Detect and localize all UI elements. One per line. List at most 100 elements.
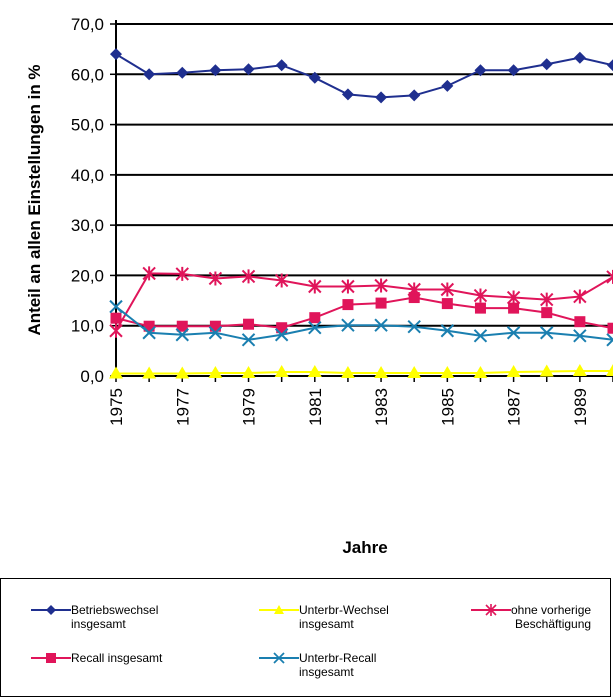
data-point (474, 64, 487, 77)
data-point (374, 278, 388, 293)
x-tick-label: 1979 (240, 388, 259, 426)
data-point (242, 63, 255, 76)
y-tick-label: 50,0 (71, 116, 104, 135)
data-point (540, 292, 554, 307)
data-point (142, 366, 157, 379)
data-point (109, 366, 123, 379)
data-point (375, 91, 388, 104)
legend: Betriebswechsel insgesamt Unterbr-Wechse… (0, 578, 611, 697)
data-point (243, 318, 255, 330)
data-point (274, 328, 289, 342)
legend-swatch-ohne-vorherige (471, 604, 511, 616)
legend-label-recall: Recall insgesamt (71, 651, 163, 665)
data-point (175, 328, 189, 342)
data-point (539, 364, 554, 377)
data-point (274, 364, 289, 377)
y-tick-label: 30,0 (71, 216, 104, 235)
data-point (606, 269, 613, 284)
data-point (209, 320, 221, 332)
data-point (606, 363, 613, 376)
data-point (473, 329, 488, 343)
data-point (407, 320, 421, 334)
data-point (176, 320, 188, 332)
y-tick-label: 70,0 (71, 15, 104, 34)
data-point (208, 365, 223, 378)
y-tick-label: 60,0 (71, 65, 104, 84)
data-point (341, 279, 355, 294)
legend-label-unterbr-wechsel: Unterbr-Wechsel insgesamt (299, 603, 389, 631)
data-point (308, 321, 322, 335)
data-point (176, 66, 189, 79)
legend-swatch-recall (31, 653, 71, 663)
series-line (116, 369, 613, 375)
data-point (473, 365, 488, 378)
legend-swatch-unterbr-wechsel (259, 605, 299, 614)
line-chart: 0,0 10,0 20,0 30,0 40,0 50,0 60,0 70,0 1975 1977 1… (25, 15, 613, 557)
y-tick-label: 10,0 (71, 317, 104, 336)
data-point (208, 271, 223, 286)
legend-label-betriebswechsel: Betriebswechsel insgesamt (71, 603, 159, 631)
legend-label-ohne-vorherige: ohne vorherige Beschäftigung (511, 603, 592, 631)
data-point (507, 64, 520, 77)
data-point (541, 307, 553, 319)
data-point (341, 88, 354, 101)
data-point (375, 297, 387, 309)
data-point (276, 322, 288, 334)
data-point (110, 48, 122, 61)
data-point (142, 266, 156, 281)
data-point (340, 365, 355, 378)
data-point (109, 323, 123, 338)
data-point (407, 365, 422, 378)
legend-item-unterbr-wechsel: Unterbr-Wechsel insgesamt (259, 603, 389, 631)
data-point (143, 68, 156, 81)
data-point (540, 326, 554, 340)
x-tick-label: 1985 (438, 388, 457, 426)
y-tick-label: 40,0 (71, 166, 104, 185)
data-point (574, 316, 586, 328)
data-point (175, 366, 190, 379)
data-point (342, 299, 354, 311)
x-tick-label: 1977 (173, 388, 192, 426)
data-point (474, 302, 486, 314)
data-point (607, 322, 613, 334)
data-point (408, 89, 421, 102)
series-line (115, 305, 613, 341)
x-tick-label: 1975 (107, 388, 126, 426)
data-point (540, 58, 553, 71)
data-point (309, 312, 321, 324)
data-point (341, 318, 355, 332)
data-point (109, 299, 123, 314)
legend-item-betriebswechsel: Betriebswechsel insgesamt (31, 603, 158, 631)
data-point (506, 290, 521, 305)
data-point (274, 273, 289, 288)
y-axis-title: Anteil an allen Einstellungen in % (25, 64, 44, 335)
legend-item-recall: Recall insgesamt (31, 651, 162, 665)
data-point (508, 302, 520, 314)
data-point (308, 279, 322, 294)
x-tick-label: 1983 (372, 388, 391, 426)
data-point (607, 59, 613, 72)
data-point (308, 71, 321, 84)
series-line (115, 272, 613, 332)
data-point (241, 333, 256, 347)
data-point (175, 266, 189, 281)
x-axis-title: Jahre (342, 538, 387, 557)
legend-swatch-betriebswechsel (31, 605, 71, 615)
data-point (573, 51, 586, 64)
series-line (115, 296, 613, 330)
data-point (440, 365, 455, 378)
data-point (241, 269, 256, 284)
legend-swatch-unterbr-recall (259, 652, 299, 664)
data-point (307, 364, 322, 377)
data-point (572, 363, 587, 376)
data-point (208, 326, 223, 340)
data-point (209, 64, 222, 77)
data-point (573, 289, 587, 304)
data-point (440, 282, 455, 297)
data-point (142, 326, 156, 340)
series-line (115, 53, 613, 99)
x-tick-label: 1989 (571, 388, 590, 426)
x-tick-label: 1981 (306, 388, 325, 426)
data-point (440, 324, 455, 338)
data-point (506, 326, 521, 340)
